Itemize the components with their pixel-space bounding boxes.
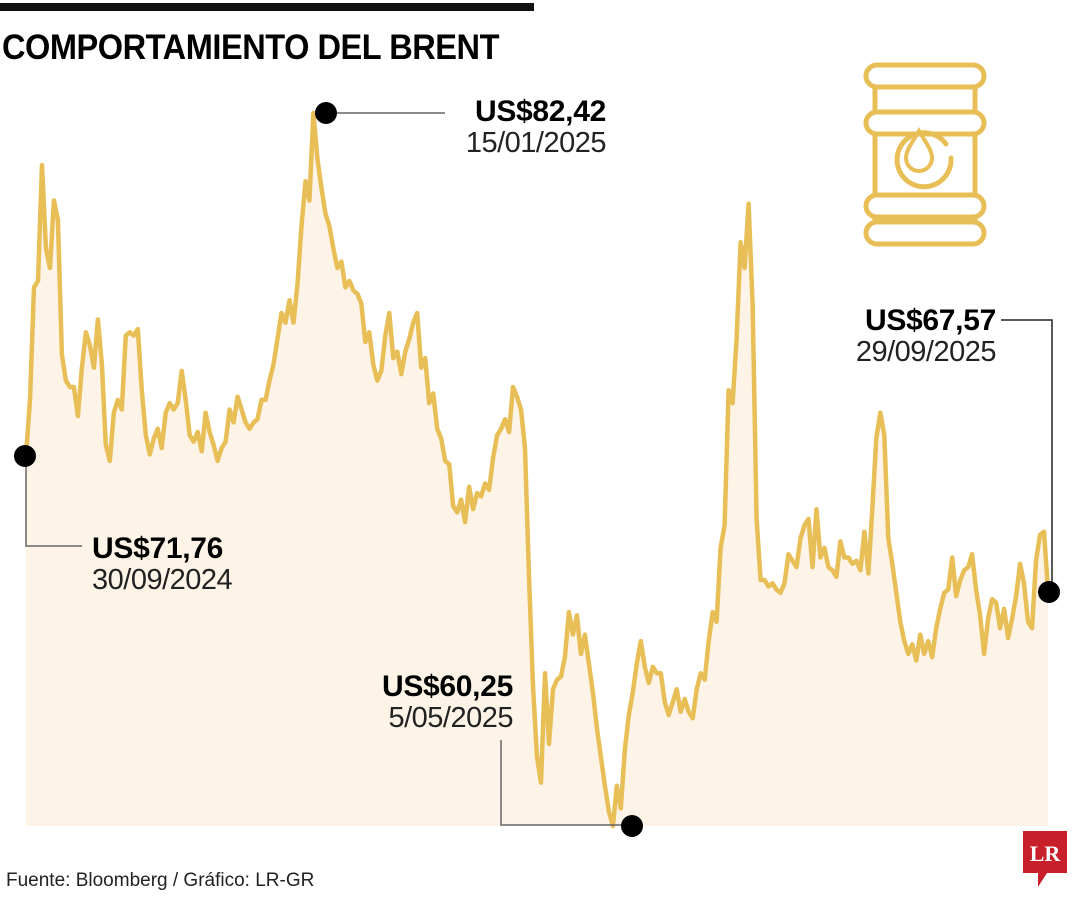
chart-title: COMPORTAMIENTO DEL BRENT: [2, 28, 499, 67]
label-max-value: US$82,42: [474, 95, 606, 128]
label-start: US$71,76 30/09/2024: [92, 532, 233, 596]
marker-max[interactable]: [315, 102, 337, 124]
label-min-date: 5/05/2025: [388, 702, 513, 734]
leader-end: [1001, 319, 1053, 592]
price-line: [23, 110, 1051, 829]
leader-min: [500, 740, 632, 826]
source-note: Fuente: Bloomberg / Gráfico: LR-GR: [6, 870, 315, 891]
lr-logo: LR: [1023, 831, 1067, 887]
label-max: US$82,42 15/01/2025: [440, 95, 607, 159]
label-end-value: US$67,57: [864, 304, 996, 337]
lr-logo-text: LR: [1030, 841, 1062, 866]
label-end-date: 29/09/2025: [855, 336, 997, 368]
label-start-value: US$71,76: [92, 532, 224, 565]
label-min-value: US$60,25: [381, 670, 513, 703]
label-start-date: 30/09/2024: [92, 564, 233, 596]
marker-min[interactable]: [621, 815, 643, 837]
label-max-date: 15/01/2025: [465, 127, 607, 159]
leader-start: [25, 456, 82, 547]
marker-start[interactable]: [14, 445, 36, 467]
marker-end[interactable]: [1038, 581, 1060, 603]
label-min: US$60,25 5/05/2025: [345, 670, 514, 734]
area-fill: [26, 113, 1048, 826]
top-rule: [0, 3, 534, 11]
label-end: US$67,57 29/09/2025: [826, 304, 997, 368]
oil-barrel-icon: [863, 62, 987, 247]
